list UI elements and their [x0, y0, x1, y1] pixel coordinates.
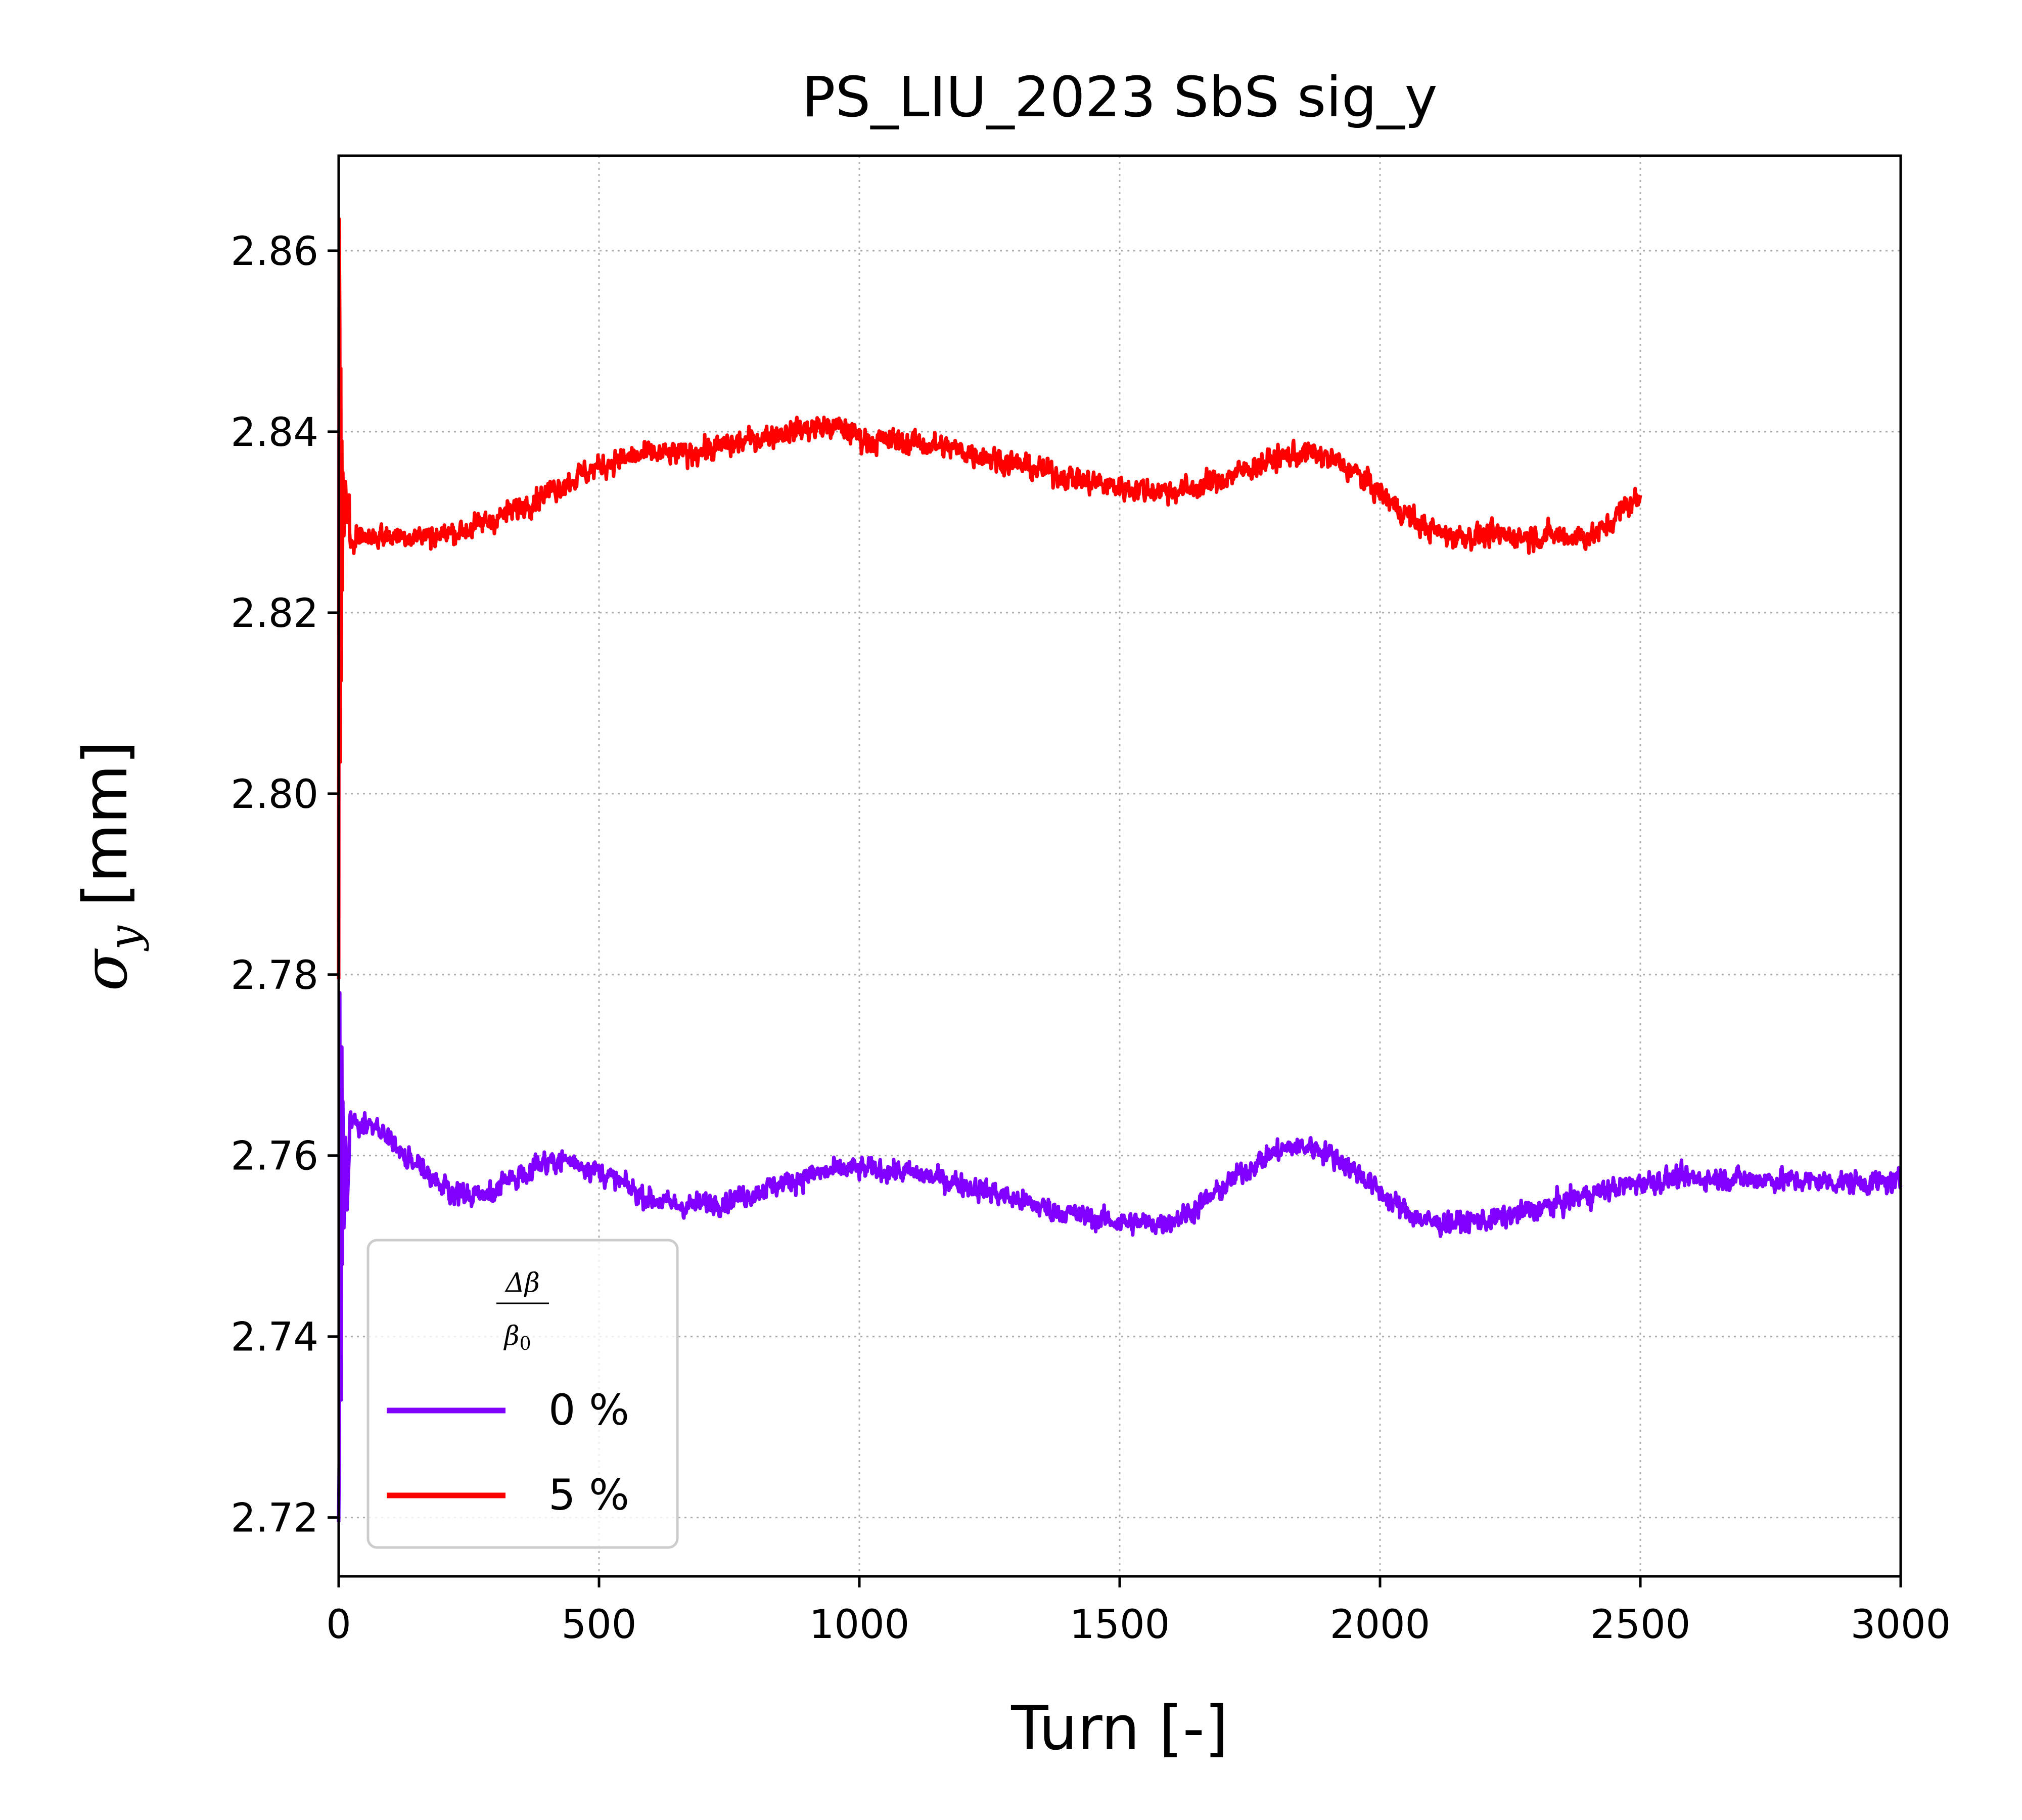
axis-ticks: 0 500 1000 1500 2000 2500 3000 2.72 2.74 2.76 2.78…: [231, 229, 1951, 1648]
series-line-5pct: [337, 217, 1642, 979]
chart-title: PS_LIU_2023 SbS sig_y: [802, 65, 1438, 129]
y-tick-label: 2.78: [231, 953, 318, 998]
y-tick-label: 2.82: [231, 591, 318, 636]
y-tick-label: 2.72: [231, 1496, 318, 1541]
x-axis-title: Turn [-]: [1010, 1694, 1228, 1764]
legend-title-denominator: β0: [503, 1321, 531, 1354]
y-axis-title-subscript: y: [100, 925, 150, 952]
legend-label-0pct: 0 %: [548, 1385, 629, 1435]
x-tick-label: 500: [562, 1602, 637, 1648]
y-tick-label: 2.84: [231, 410, 318, 456]
x-tick-label: 0: [326, 1602, 351, 1648]
legend: Δβ β0 0 % 5 %: [366, 1239, 679, 1549]
x-tick-label: 3000: [1851, 1602, 1951, 1648]
legend-title-denominator-symbol: β: [503, 1321, 520, 1351]
x-tick-label: 1500: [1070, 1602, 1170, 1648]
y-axis-title: σy [mm]: [71, 741, 150, 991]
legend-title-denominator-subscript: 0: [520, 1334, 531, 1354]
y-axis-title-unit: [mm]: [71, 741, 141, 926]
y-tick-label: 2.76: [231, 1134, 318, 1179]
y-tick-label: 2.74: [231, 1315, 318, 1360]
series-layer: [337, 217, 1903, 1522]
series-line-0pct: [337, 991, 1903, 1522]
y-axis-title-symbol: σ: [71, 948, 141, 991]
y-tick-label: 2.86: [231, 229, 318, 275]
x-tick-label: 1000: [809, 1602, 910, 1648]
x-tick-label: 2500: [1590, 1602, 1691, 1648]
legend-label-5pct: 5 %: [548, 1470, 629, 1520]
y-tick-label: 2.80: [231, 772, 318, 817]
legend-title-numerator: Δβ: [504, 1268, 540, 1298]
legend-box: [366, 1239, 679, 1549]
x-tick-label: 2000: [1330, 1602, 1431, 1648]
